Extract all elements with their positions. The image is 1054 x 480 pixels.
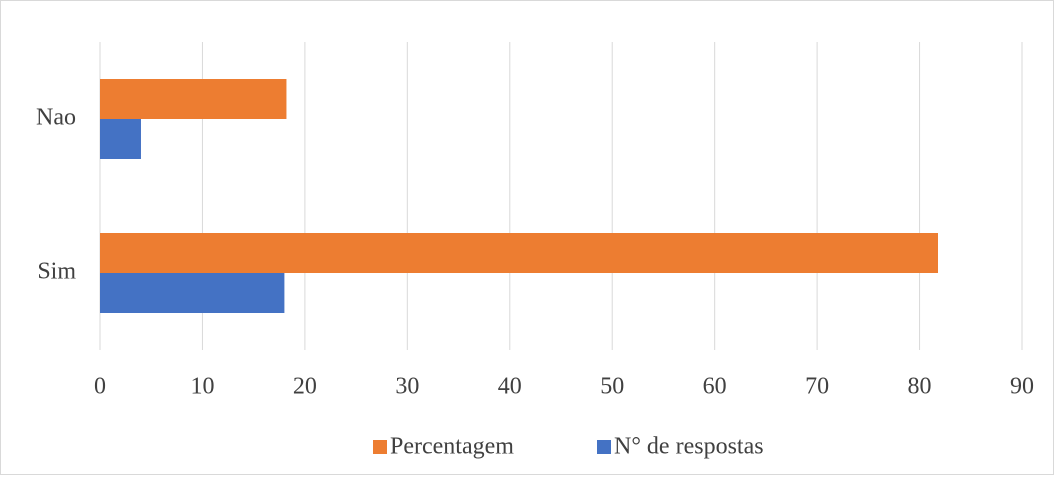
bar (100, 79, 287, 119)
y-tick-label: Sim (37, 259, 76, 285)
legend-swatch (373, 440, 387, 454)
x-tick-label: 20 (293, 374, 317, 400)
bar (100, 273, 285, 313)
x-tick-label: 80 (908, 374, 932, 400)
bar (100, 233, 938, 273)
x-tick-label: 10 (190, 374, 214, 400)
x-tick-label: 90 (1010, 374, 1034, 400)
x-tick-label: 0 (94, 374, 106, 400)
x-tick-label: 50 (600, 374, 624, 400)
x-tick-label: 60 (703, 374, 727, 400)
x-tick-label: 30 (395, 374, 419, 400)
legend-label: N° de respostas (614, 434, 764, 460)
x-tick-label: 40 (498, 374, 522, 400)
x-tick-label: 70 (805, 374, 829, 400)
bar (100, 119, 141, 159)
y-tick-label: Nao (36, 105, 76, 131)
legend-label: Percentagem (390, 434, 514, 460)
legend-swatch (597, 440, 611, 454)
